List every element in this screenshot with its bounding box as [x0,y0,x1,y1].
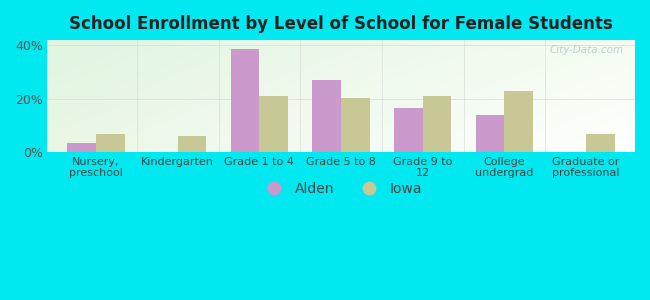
Bar [231,50,259,152]
Title: School Enrollment by Level of School for Female Students: School Enrollment by Level of School for… [69,15,613,33]
Text: City-Data.com: City-Data.com [549,45,623,55]
Bar [394,108,422,152]
Legend: Alden, Iowa: Alden, Iowa [254,177,428,202]
Bar [68,143,96,152]
Bar [259,96,288,152]
Bar [341,98,370,152]
Bar [586,134,615,152]
Bar [476,115,504,152]
Bar [313,80,341,152]
Bar [177,136,206,152]
Bar [422,96,451,152]
Bar [96,134,125,152]
Bar [504,91,533,152]
